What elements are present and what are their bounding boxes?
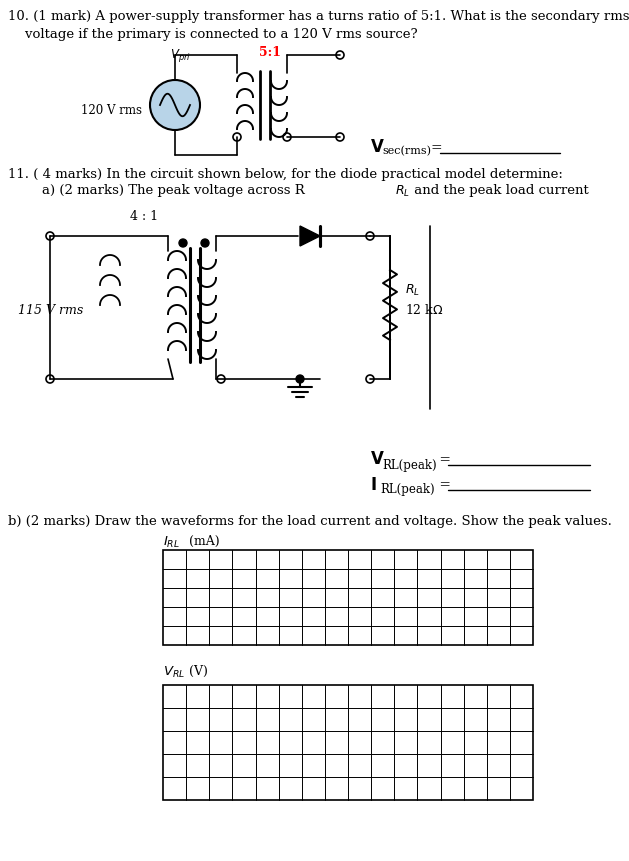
Text: RL(peak): RL(peak) [380,484,435,497]
Text: $V_{RL}$: $V_{RL}$ [163,665,185,680]
Text: 120 V rms: 120 V rms [81,104,142,117]
Text: and the peak load current: and the peak load current [410,184,589,197]
Text: RL(peak): RL(peak) [382,459,437,472]
Text: 10. (1 mark) A power-supply transformer has a turns ratio of 5:1. What is the se: 10. (1 mark) A power-supply transformer … [8,10,629,23]
Text: $R_L$: $R_L$ [405,282,420,298]
Text: $\mathbf{V}$: $\mathbf{V}$ [370,139,385,157]
Text: =: = [435,453,455,467]
Polygon shape [300,226,320,246]
Text: 12 k$\Omega$: 12 k$\Omega$ [405,303,443,317]
Text: =: = [430,141,442,155]
Text: 115 V rms: 115 V rms [18,303,83,317]
Text: $\mathbf{V}$: $\mathbf{V}$ [370,451,385,468]
Text: b) (2 marks) Draw the waveforms for the load current and voltage. Show the peak : b) (2 marks) Draw the waveforms for the … [8,515,612,528]
Text: 5:1: 5:1 [259,46,281,59]
Circle shape [201,239,209,247]
Text: $I_{RL}$: $I_{RL}$ [163,535,180,550]
Text: 4 : 1: 4 : 1 [130,210,158,223]
Text: =: = [435,478,455,492]
Text: voltage if the primary is connected to a 120 V rms source?: voltage if the primary is connected to a… [8,28,418,41]
Text: $V_{pri}$: $V_{pri}$ [170,47,191,64]
Bar [163,685,533,800]
Bar [163,550,533,645]
Text: a) (2 marks) The peak voltage across R: a) (2 marks) The peak voltage across R [8,184,304,197]
Circle shape [296,375,304,383]
Circle shape [179,239,187,247]
Circle shape [150,80,200,130]
Text: $R_L$: $R_L$ [395,184,410,199]
Text: sec(rms): sec(rms) [382,146,431,156]
Text: (V): (V) [185,665,208,678]
Text: (mA): (mA) [185,535,220,548]
Text: $\mathbf{I}$: $\mathbf{I}$ [370,476,377,493]
Text: 11. ( 4 marks) In the circuit shown below, for the diode practical model determi: 11. ( 4 marks) In the circuit shown belo… [8,168,563,181]
